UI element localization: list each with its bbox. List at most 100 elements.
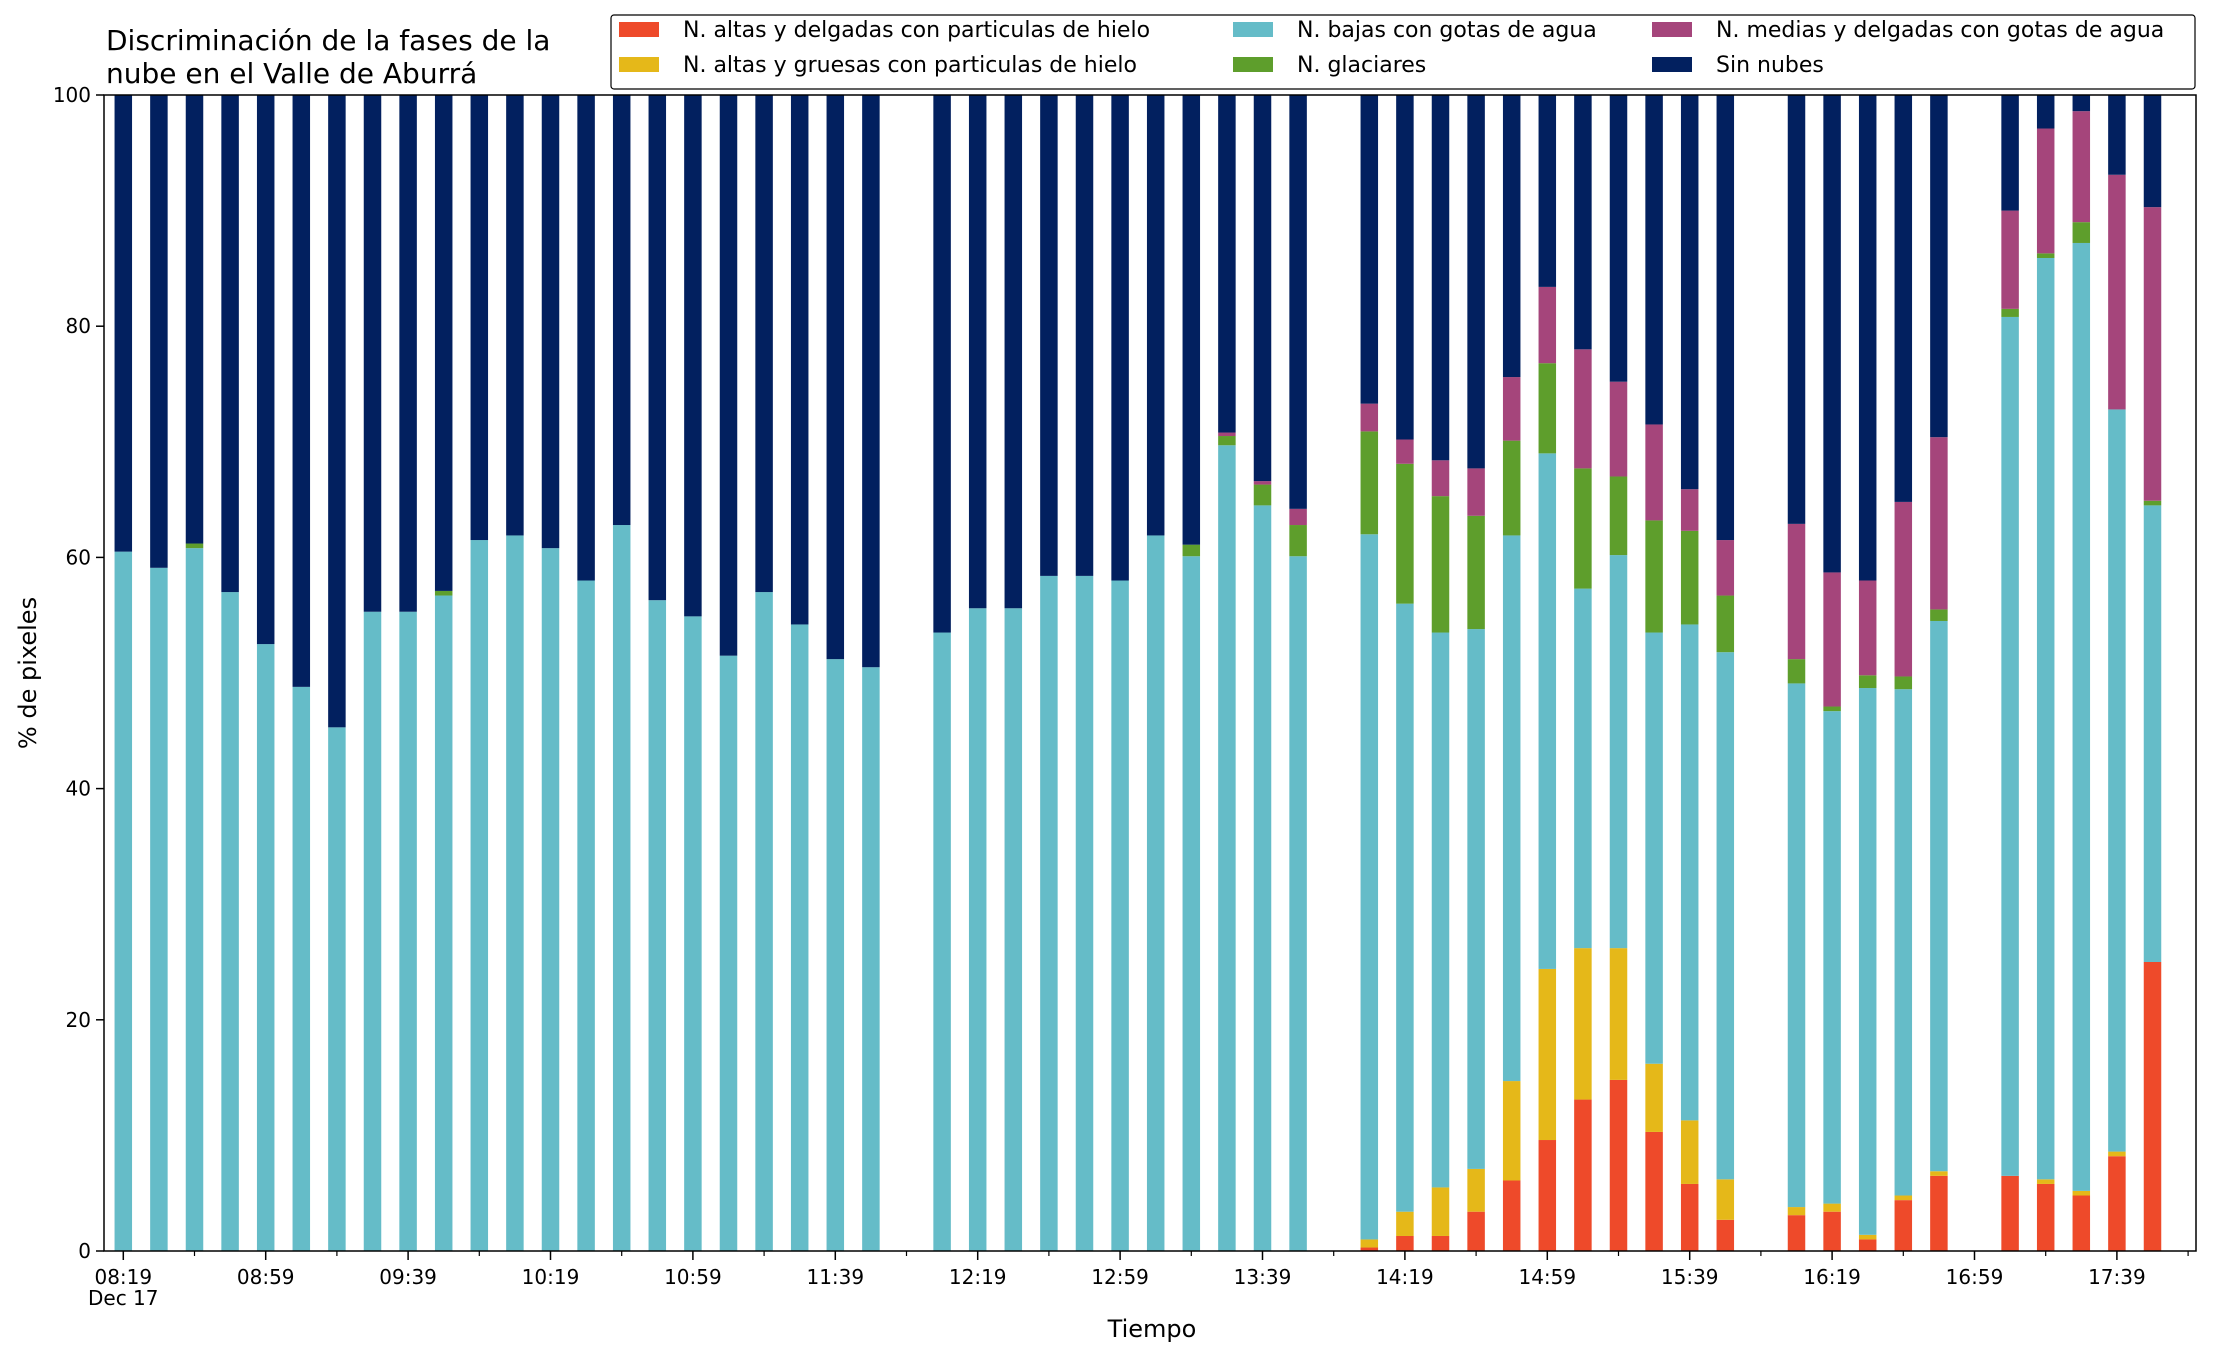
- bars: [114, 95, 2162, 1251]
- bar-segment-glaciares: [434, 590, 453, 596]
- bar-segment-medias: [2072, 111, 2091, 223]
- bar-segment-bajas: [1146, 535, 1165, 1251]
- y-tick-label: 40: [66, 777, 91, 801]
- bar-segment-sin_nubes: [1930, 95, 1948, 438]
- bar-stack-1139: [826, 95, 845, 1251]
- bar-stack-1249: [1075, 95, 1094, 1251]
- bar-segment-alt_gruesas: [1609, 948, 1628, 1080]
- bar-stack-1539: [1680, 95, 1699, 1251]
- bar-segment-sin_nubes: [1502, 95, 1521, 378]
- bar-segment-glaciares: [1716, 595, 1735, 653]
- bar-segment-medias: [1894, 501, 1913, 677]
- bar-segment-alt_gruesas: [1823, 1203, 1841, 1212]
- bar-segment-alt_delgadas: [1894, 1200, 1913, 1251]
- bar-stack-1749: [2143, 95, 2162, 1251]
- bar-segment-alt_delgadas: [1645, 1131, 1663, 1251]
- bar-segment-bajas: [648, 600, 667, 1251]
- legend-swatch: [619, 22, 659, 37]
- bar-stack-1409: [1360, 95, 1379, 1251]
- legend-item-bajas: N. bajas con gotas de agua: [1233, 18, 1597, 43]
- bar-stack-1009: [506, 95, 524, 1251]
- bar-segment-bajas: [1253, 505, 1272, 1251]
- chart-title-line-2: nube en el Valle de Aburrá: [106, 57, 477, 90]
- bar-segment-sin_nubes: [221, 95, 239, 593]
- bar-stack-1419: [1396, 95, 1414, 1251]
- bar-stack-1509: [1574, 95, 1592, 1251]
- bar-segment-glaciares: [1289, 525, 1307, 557]
- bar-segment-sin_nubes: [541, 95, 560, 549]
- bar-stack-1339: [1253, 95, 1272, 1251]
- bar-segment-sin_nubes: [399, 95, 417, 612]
- x-tick-label: 14:59: [1518, 1265, 1576, 1289]
- bar-segment-medias: [2036, 128, 2055, 254]
- bar-segment-sin_nubes: [648, 95, 667, 601]
- bar-segment-medias: [1858, 580, 1877, 676]
- y-tick-label: 0: [78, 1239, 91, 1263]
- bar-stack-1609: [1787, 95, 1806, 1251]
- bar-segment-medias: [1289, 508, 1307, 526]
- bar-segment-alt_delgadas: [2108, 1156, 2126, 1251]
- bar-segment-medias: [1218, 432, 1236, 437]
- bar-segment-sin_nubes: [1716, 95, 1735, 541]
- bar-segment-glaciares: [1574, 468, 1592, 589]
- bar-segment-glaciares: [2143, 500, 2162, 506]
- bar-segment-glaciares: [1218, 436, 1236, 446]
- bar-segment-medias: [1538, 286, 1557, 364]
- bar-segment-alt_delgadas: [2143, 962, 2162, 1251]
- bar-segment-sin_nubes: [150, 95, 168, 568]
- bar-segment-bajas: [470, 540, 489, 1251]
- bar-segment-alt_gruesas: [1680, 1120, 1699, 1184]
- bar-segment-sin_nubes: [1075, 95, 1094, 576]
- legend-item-sin_nubes: Sin nubes: [1652, 53, 1824, 78]
- x-date-label: Dec 17: [88, 1286, 159, 1310]
- bar-segment-sin_nubes: [933, 95, 951, 633]
- legend-item-medias: N. medias y delgadas con gotas de agua: [1652, 18, 2164, 43]
- bar-segment-bajas: [2036, 258, 2055, 1180]
- x-tick-label: 10:59: [664, 1265, 722, 1289]
- bar-segment-sin_nubes: [826, 95, 845, 660]
- bar-segment-sin_nubes: [1431, 95, 1450, 461]
- bar-segment-alt_delgadas: [1431, 1235, 1450, 1251]
- bar-segment-alt_delgadas: [1930, 1175, 1948, 1251]
- bar-stack-1239: [1040, 95, 1058, 1251]
- y-tick-label: 60: [66, 545, 91, 569]
- bar-stack-1739: [2108, 95, 2126, 1251]
- x-tick-label: 12:59: [1091, 1265, 1149, 1289]
- bar-segment-alt_delgadas: [1858, 1239, 1877, 1251]
- bar-segment-alt_gruesas: [1431, 1187, 1450, 1236]
- bar-stack-1219: [968, 95, 987, 1251]
- bar-stack-1439: [1467, 95, 1485, 1251]
- y-tick-label: 100: [53, 83, 91, 107]
- bar-segment-alt_delgadas: [1823, 1211, 1841, 1251]
- bar-segment-medias: [1716, 540, 1735, 596]
- bar-stack-0839: [185, 95, 204, 1251]
- bar-segment-glaciares: [1680, 530, 1699, 625]
- bar-segment-alt_delgadas: [1396, 1235, 1414, 1251]
- x-tick-label: 08:59: [237, 1265, 295, 1289]
- bar-segment-medias: [1467, 468, 1485, 516]
- bar-segment-glaciares: [2036, 253, 2055, 258]
- bar-segment-alt_gruesas: [1360, 1239, 1379, 1248]
- bar-segment-glaciares: [1645, 520, 1663, 633]
- bar-segment-sin_nubes: [1289, 95, 1307, 509]
- bar-segment-sin_nubes: [2108, 95, 2126, 175]
- bar-segment-sin_nubes: [1360, 95, 1379, 404]
- x-tick-label: 10:19: [522, 1265, 580, 1289]
- bar-segment-alt_delgadas: [1467, 1211, 1485, 1251]
- bar-segment-bajas: [1609, 555, 1628, 949]
- bar-stack-1119: [755, 95, 773, 1251]
- bar-stack-0859: [256, 95, 275, 1251]
- x-tick-label: 15:39: [1661, 1265, 1719, 1289]
- bar-segment-alt_gruesas: [1574, 948, 1592, 1100]
- bar-stack-0949: [434, 95, 453, 1251]
- bar-segment-bajas: [114, 551, 133, 1251]
- bar-segment-alt_delgadas: [1716, 1219, 1735, 1251]
- bar-segment-alt_gruesas: [1645, 1063, 1663, 1132]
- bar-stack-1349: [1289, 95, 1307, 1251]
- bar-segment-bajas: [328, 727, 346, 1251]
- bar-segment-alt_gruesas: [2036, 1179, 2055, 1184]
- bar-segment-alt_delgadas: [2001, 1175, 2019, 1251]
- bar-stack-1619: [1823, 95, 1841, 1251]
- bar-segment-bajas: [363, 611, 382, 1251]
- bar-segment-bajas: [933, 632, 951, 1251]
